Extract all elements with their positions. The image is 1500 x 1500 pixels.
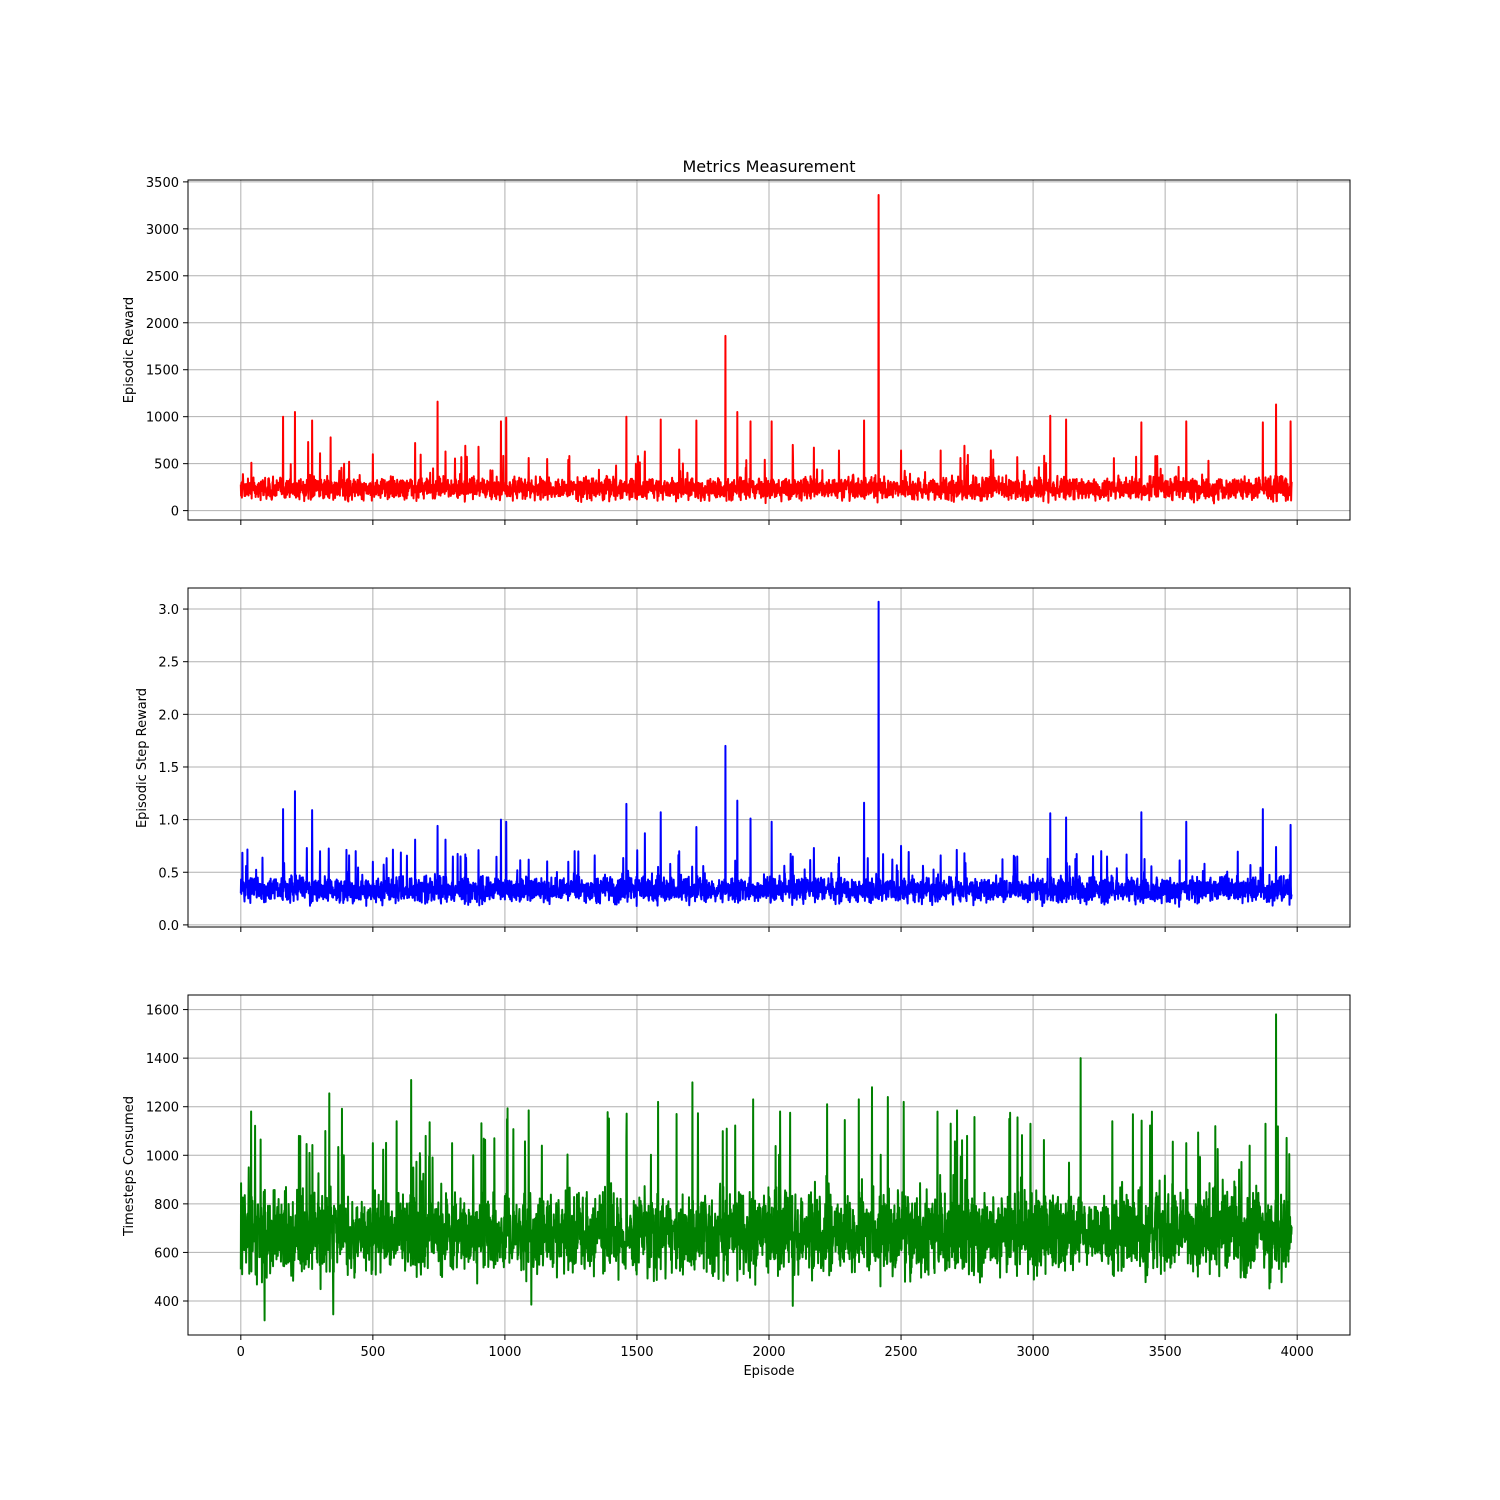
ticks: 0 500 1000 1500 2000 2500 3000 3500 4000 400 600 80… bbox=[146, 1004, 1314, 1360]
y-tick-label: 1.5 bbox=[158, 761, 179, 776]
y-tick-label: 800 bbox=[154, 1198, 179, 1213]
y-tick-label: 400 bbox=[154, 1295, 179, 1310]
x-tick-label: 2000 bbox=[752, 1345, 785, 1360]
grid bbox=[188, 180, 1350, 520]
y-tick-label: 2.5 bbox=[158, 656, 179, 671]
y-tick-label: 600 bbox=[154, 1246, 179, 1261]
y-tick-label: 1400 bbox=[146, 1052, 179, 1067]
y-tick-label: 1200 bbox=[146, 1101, 179, 1116]
ylabel-episodic-reward: Episodic Reward bbox=[122, 297, 137, 403]
x-tick-label: 0 bbox=[237, 1345, 245, 1360]
subplot-timesteps-consumed: 0 500 1000 1500 2000 2500 3000 3500 4000 400 600 80… bbox=[122, 994, 1351, 1379]
y-tick-label: 3000 bbox=[146, 223, 179, 238]
y-tick-label: 1000 bbox=[146, 411, 179, 426]
y-tick-label: 3.0 bbox=[158, 603, 179, 618]
y-tick-label: 2.0 bbox=[158, 708, 179, 723]
x-tick-label: 1500 bbox=[620, 1345, 653, 1360]
y-tick-label: 1000 bbox=[146, 1149, 179, 1164]
series-line-episodic-reward bbox=[239, 194, 1293, 505]
grid bbox=[188, 995, 1350, 1335]
x-tick-label: 1000 bbox=[488, 1345, 521, 1360]
figure-title: Metrics Measurement bbox=[682, 157, 855, 176]
subplot-episodic-step-reward: 0.0 0.5 1.0 1.5 2.0 2.5 3.0 Episodic Step Rewa… bbox=[135, 587, 1351, 934]
y-tick-label: 500 bbox=[154, 458, 179, 473]
y-tick-label: 2500 bbox=[146, 270, 179, 285]
y-tick-label: 1500 bbox=[146, 364, 179, 379]
x-tick-label: 4000 bbox=[1281, 1345, 1314, 1360]
ticks: 0 500 1000 1500 2000 2500 3000 3500 bbox=[146, 176, 1298, 525]
y-tick-label: 0.0 bbox=[158, 919, 179, 934]
grid bbox=[188, 588, 1350, 927]
series-line-episodic-step-reward bbox=[239, 600, 1293, 908]
x-tick-label: 3500 bbox=[1149, 1345, 1182, 1360]
y-tick-label: 0.5 bbox=[158, 866, 179, 881]
x-tick-label: 500 bbox=[360, 1345, 385, 1360]
series-line-timesteps-consumed bbox=[239, 1013, 1293, 1322]
ylabel-timesteps-consumed: Timesteps Consumed bbox=[122, 1096, 137, 1237]
y-tick-label: 0 bbox=[171, 505, 179, 520]
ylabel-episodic-step-reward: Episodic Step Reward bbox=[135, 688, 150, 828]
x-tick-label: 2500 bbox=[884, 1345, 917, 1360]
subplot-episodic-reward: 0 500 1000 1500 2000 2500 3000 3500 Episodic Re… bbox=[122, 176, 1351, 525]
y-tick-label: 1600 bbox=[146, 1004, 179, 1019]
x-tick-label: 3000 bbox=[1017, 1345, 1050, 1360]
y-tick-label: 2000 bbox=[146, 317, 179, 332]
ticks: 0.0 0.5 1.0 1.5 2.0 2.5 3.0 bbox=[158, 603, 1298, 934]
y-tick-label: 3500 bbox=[146, 176, 179, 191]
xlabel-episode: Episode bbox=[743, 1364, 794, 1379]
y-tick-label: 1.0 bbox=[158, 814, 179, 829]
